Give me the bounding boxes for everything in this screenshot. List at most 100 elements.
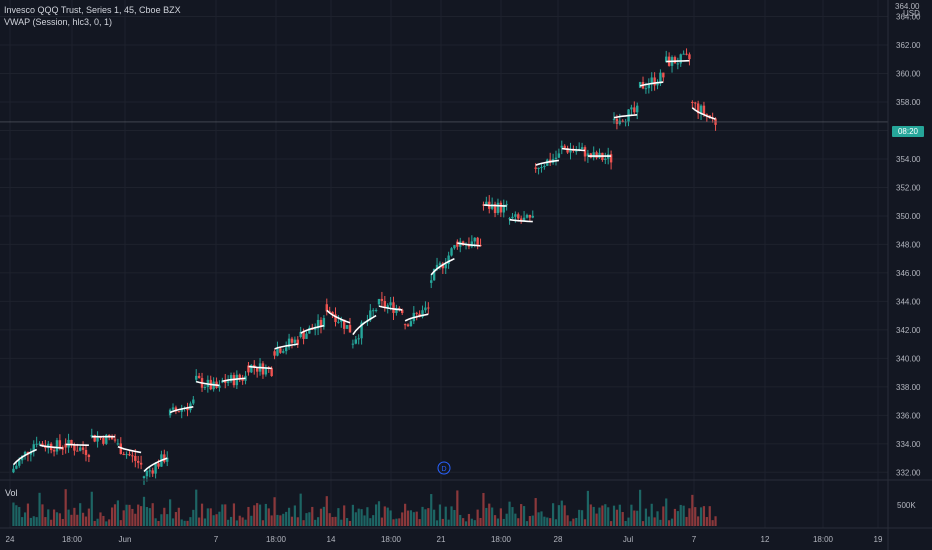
volume-bar xyxy=(261,520,265,526)
volume-bar xyxy=(430,494,433,526)
candle-body xyxy=(656,83,659,86)
candle-body xyxy=(345,325,349,329)
candle-body xyxy=(102,438,105,444)
candle-body xyxy=(493,204,497,214)
volume-bar xyxy=(12,502,15,526)
volume-bar xyxy=(389,510,392,526)
dividend-icon[interactable] xyxy=(437,461,451,475)
volume-bar xyxy=(549,518,552,526)
volume-bar xyxy=(650,503,653,526)
volume-bar xyxy=(134,513,137,526)
volume-bar xyxy=(148,508,151,526)
volume-bar xyxy=(551,503,555,526)
candle-body xyxy=(415,312,418,314)
candle-body xyxy=(313,328,317,330)
candle-body xyxy=(299,331,302,337)
volume-bar xyxy=(290,516,294,526)
volume-bar xyxy=(70,514,73,526)
volume-bar xyxy=(415,511,418,526)
volume-bar xyxy=(563,505,566,526)
volume-bar xyxy=(32,516,35,526)
candle-body xyxy=(604,158,607,160)
volume-bar xyxy=(238,515,241,526)
candle-body xyxy=(354,339,357,344)
symbol-title[interactable]: Invesco QQQ Trust, Series 1, 45, Cboe BZ… xyxy=(4,5,181,15)
volume-bar xyxy=(517,518,520,526)
volume-bar xyxy=(287,507,291,526)
volume-bar xyxy=(691,494,694,526)
volume-bar xyxy=(160,514,163,526)
volume-bar xyxy=(543,516,546,526)
candle-body xyxy=(340,319,343,322)
candle-body xyxy=(505,204,508,206)
volume-bar xyxy=(508,501,511,526)
event-marker[interactable]: D xyxy=(437,461,451,475)
volume-bar xyxy=(203,518,207,526)
volume-bar xyxy=(505,513,508,526)
volume-bar xyxy=(102,515,105,526)
volume-label[interactable]: Vol xyxy=(5,488,18,498)
candle-body xyxy=(81,447,85,450)
candle-body xyxy=(401,309,404,314)
volume-bar xyxy=(360,509,363,526)
candle-body xyxy=(496,202,500,214)
candle-body xyxy=(93,434,96,442)
volume-bar xyxy=(557,505,560,526)
volume-bar xyxy=(604,504,607,526)
candle-body xyxy=(514,214,517,217)
volume-bar xyxy=(456,490,459,526)
volume-bar xyxy=(55,512,59,526)
volume-bar xyxy=(47,509,50,526)
volume-bar xyxy=(375,504,378,526)
volume-bar xyxy=(87,508,90,526)
candle-body xyxy=(444,264,447,269)
candle-body xyxy=(592,152,595,158)
time-axis[interactable]: 24 18:00 Jun 7 18:00 14 18:00 21 18:00 28 Jul 7 12 18… xyxy=(6,535,883,544)
volume-bar xyxy=(316,517,320,526)
candle-body xyxy=(688,54,691,60)
volume-bar xyxy=(52,509,56,526)
volume-bar xyxy=(18,507,21,526)
candle-body xyxy=(73,445,76,451)
candle-body xyxy=(653,77,656,86)
volume-bar xyxy=(592,506,595,526)
candle-body xyxy=(476,237,479,246)
volume-bar xyxy=(276,514,279,526)
volume-bar xyxy=(322,506,325,526)
volume-bar xyxy=(44,517,47,526)
volume-bar xyxy=(279,515,282,526)
candle-body xyxy=(450,248,453,256)
volume-bar xyxy=(372,515,375,526)
volume-bar xyxy=(345,518,349,526)
volume-bar xyxy=(186,520,189,526)
candle-body xyxy=(389,302,392,306)
candle-body xyxy=(177,411,181,413)
candle-body xyxy=(609,154,613,163)
volume-bar xyxy=(412,512,415,526)
volume-bar xyxy=(177,507,180,526)
candle-body xyxy=(543,165,546,168)
volume-bar xyxy=(212,515,215,526)
volume-bar xyxy=(496,518,500,526)
volume-bar xyxy=(232,503,236,526)
volume-bar xyxy=(450,506,453,526)
volume-bar xyxy=(366,507,369,526)
volume-bar xyxy=(601,505,604,526)
volume-bar xyxy=(676,511,679,526)
volume-bar xyxy=(334,516,337,526)
candle-body xyxy=(76,450,79,452)
volume-bar xyxy=(612,505,616,526)
x-tick-label: 18:00 xyxy=(491,535,512,544)
candle-body xyxy=(296,339,299,345)
candle-body xyxy=(276,348,279,356)
volume-bar xyxy=(250,515,253,526)
volume-bar xyxy=(491,507,494,526)
y-tick-label: 358.00 xyxy=(896,98,921,107)
candle-body xyxy=(403,324,407,326)
candle-body xyxy=(287,338,291,348)
candle-body xyxy=(116,443,120,445)
volume-bar xyxy=(192,509,195,526)
candle-body xyxy=(421,310,424,317)
indicator-title[interactable]: VWAP (Session, hlc3, 0, 1) xyxy=(4,17,113,27)
